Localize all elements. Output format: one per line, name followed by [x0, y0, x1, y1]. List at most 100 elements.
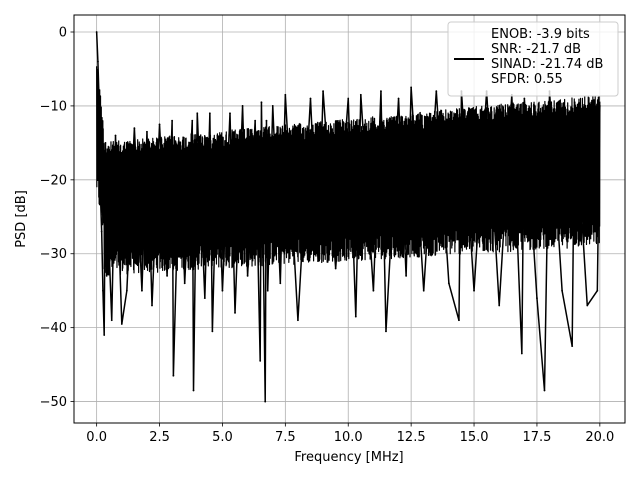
psd-data-point [166, 275, 168, 277]
psd-data-point [354, 315, 357, 318]
psd-data-point [561, 289, 563, 292]
psd-data-point [260, 101, 263, 104]
psd-data-point [95, 31, 98, 33]
psd-data-point [178, 141, 181, 144]
x-axis: 0.0 2.5 5.0 7.5 10.0 12.5 15.0 17.5 20.0 [86, 423, 614, 445]
psd-data-point [196, 112, 199, 115]
psd-data-point [372, 289, 375, 292]
psd-data-point [473, 289, 475, 292]
psd-data-point [380, 90, 382, 93]
x-tick-label: 12.5 [397, 430, 426, 445]
psd-data-point [405, 275, 408, 277]
psd-data-point [234, 311, 236, 314]
y-tick-label: −40 [40, 321, 67, 336]
psd-data-point [596, 289, 599, 292]
psd-data-point [133, 127, 136, 129]
psd-data-point [211, 330, 214, 333]
legend-line-sinad: SINAD: -21.74 dB [491, 57, 603, 72]
psd-data-point [422, 289, 425, 292]
plot-frame [73, 14, 626, 424]
y-axis: 0 −10 −20 −30 −40 −50 [40, 26, 74, 410]
psd-data-point [410, 86, 413, 89]
psd-data-point [158, 123, 161, 126]
psd-data-point [151, 304, 153, 307]
psd-data-point [586, 304, 589, 307]
psd-data-point [102, 289, 104, 292]
psd-data-point [279, 282, 282, 285]
psd-data-point [397, 97, 400, 100]
y-tick-label: −20 [40, 173, 67, 188]
psd-data-point [536, 297, 538, 299]
psd-data-point [385, 330, 387, 333]
psd-data-point [598, 105, 601, 107]
y-tick-label: −50 [40, 395, 67, 410]
psd-data-point [192, 389, 195, 392]
psd-data-point [241, 105, 244, 107]
legend: ENOB: -3.9 bits SNR: -21.7 dB SINAD: -21… [447, 21, 619, 97]
legend-box [447, 21, 619, 97]
psd-data-point [271, 105, 274, 107]
x-tick-label: 0.0 [86, 430, 107, 445]
legend-line-snr: SNR: -21.7 dB [491, 42, 581, 57]
legend-line-enob: ENOB: -3.9 bits [491, 27, 590, 42]
psd-data-point [172, 374, 175, 377]
psd-data-point [183, 282, 186, 285]
psd-data-point [146, 130, 148, 133]
psd-data-point [208, 112, 211, 115]
y-tick-label: −30 [40, 247, 67, 262]
x-tick-label: 20.0 [585, 430, 614, 445]
psd-data-point [105, 275, 108, 277]
psd-data-point [259, 360, 262, 362]
psd-data-point [254, 119, 257, 122]
psd-data-point [266, 289, 269, 292]
psd-data-point [203, 297, 206, 299]
psd-data-point [191, 119, 194, 122]
psd-data-point [216, 134, 219, 137]
x-tick-label: 2.5 [149, 430, 170, 445]
psd-data-point [573, 101, 576, 104]
psd-data-point [359, 93, 362, 96]
psd-data-point [171, 119, 174, 122]
x-tick-label: 5.0 [212, 430, 233, 445]
psd-data-point [458, 319, 460, 322]
x-tick-label: 10.0 [334, 430, 363, 445]
x-tick-label: 17.5 [522, 430, 551, 445]
psd-data-point [334, 267, 337, 270]
psd-data-point [100, 230, 103, 233]
psd-data-point [297, 319, 299, 322]
x-axis-label: Frequency [MHz] [294, 450, 403, 465]
psd-data-point [114, 134, 117, 137]
x-tick-label: 15.0 [460, 430, 489, 445]
y-tick-label: 0 [59, 26, 67, 41]
y-tick-label: −10 [40, 99, 67, 114]
psd-data-point [98, 101, 101, 104]
psd-data-point [435, 90, 438, 93]
psd-data-point [108, 252, 111, 255]
psd-data-point [520, 352, 523, 355]
psd-data-point [264, 400, 267, 403]
psd-data-point [523, 97, 526, 100]
psd-data-point [571, 345, 574, 348]
psd-data-point [246, 275, 249, 277]
psd-data-point [322, 90, 324, 93]
psd-data-point [498, 304, 501, 307]
psd-data-point [125, 289, 128, 292]
psd-data-point [120, 323, 123, 325]
psd-data-point [141, 289, 143, 292]
legend-line-sfdr: SFDR: 0.55 [491, 72, 563, 87]
x-tick-label: 7.5 [275, 430, 296, 445]
psd-data-point [317, 260, 319, 263]
psd-data-point [543, 389, 546, 392]
psd-data-point [110, 319, 113, 322]
psd-data-point [265, 119, 268, 122]
psd-data-point [104, 141, 107, 144]
y-axis-label: PSD [dB] [14, 190, 29, 248]
psd-data-point [99, 193, 102, 196]
psd-data-point [447, 282, 450, 285]
psd-data-point [97, 60, 99, 63]
psd-data-point [221, 289, 224, 292]
psd-data-point [103, 334, 106, 336]
psd-data-point [229, 112, 231, 115]
psd-data-point [309, 97, 312, 100]
